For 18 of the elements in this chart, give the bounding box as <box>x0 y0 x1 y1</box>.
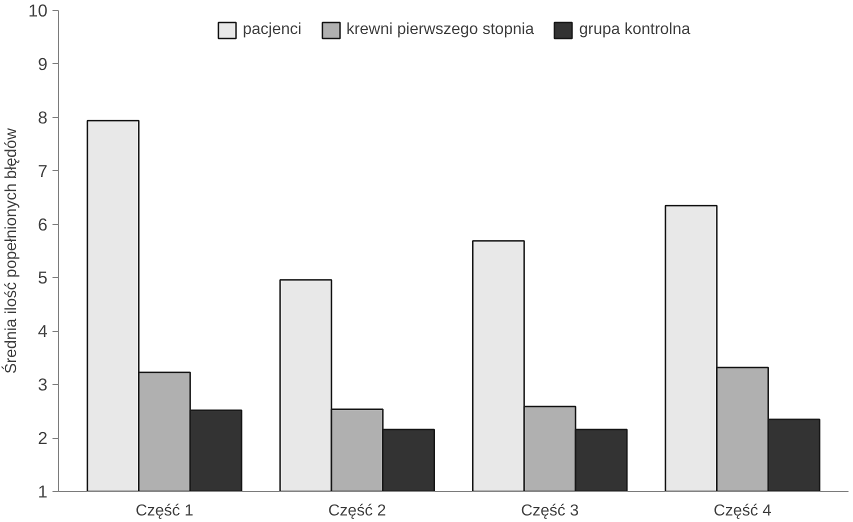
x-tick-label: Część 2 <box>328 502 386 520</box>
y-tick-label: 8 <box>38 107 48 128</box>
y-tick-label: 7 <box>38 160 48 181</box>
y-tick-label: 9 <box>38 54 48 74</box>
legend-label: pacjenci <box>242 21 302 39</box>
x-tick-label: Część 1 <box>136 502 194 520</box>
x-tick-label: Część 4 <box>714 502 772 520</box>
y-tick-label: 2 <box>38 428 48 448</box>
y-tick-label: 6 <box>38 214 48 234</box>
y-tick-label: 3 <box>38 374 48 395</box>
y-tick-label: 4 <box>38 321 48 342</box>
x-tick-label: Część 3 <box>520 502 579 520</box>
y-tick-label: 10 <box>28 0 48 20</box>
legend-label: krewni pierwszego stopnia <box>346 21 534 39</box>
y-tick-label: 1 <box>38 482 48 502</box>
y-axis-title: Średnia ilość popełnionych błędów <box>1 128 20 374</box>
y-tick-label: 5 <box>38 268 48 288</box>
legend-label: grupa kontrolna <box>579 21 690 39</box>
